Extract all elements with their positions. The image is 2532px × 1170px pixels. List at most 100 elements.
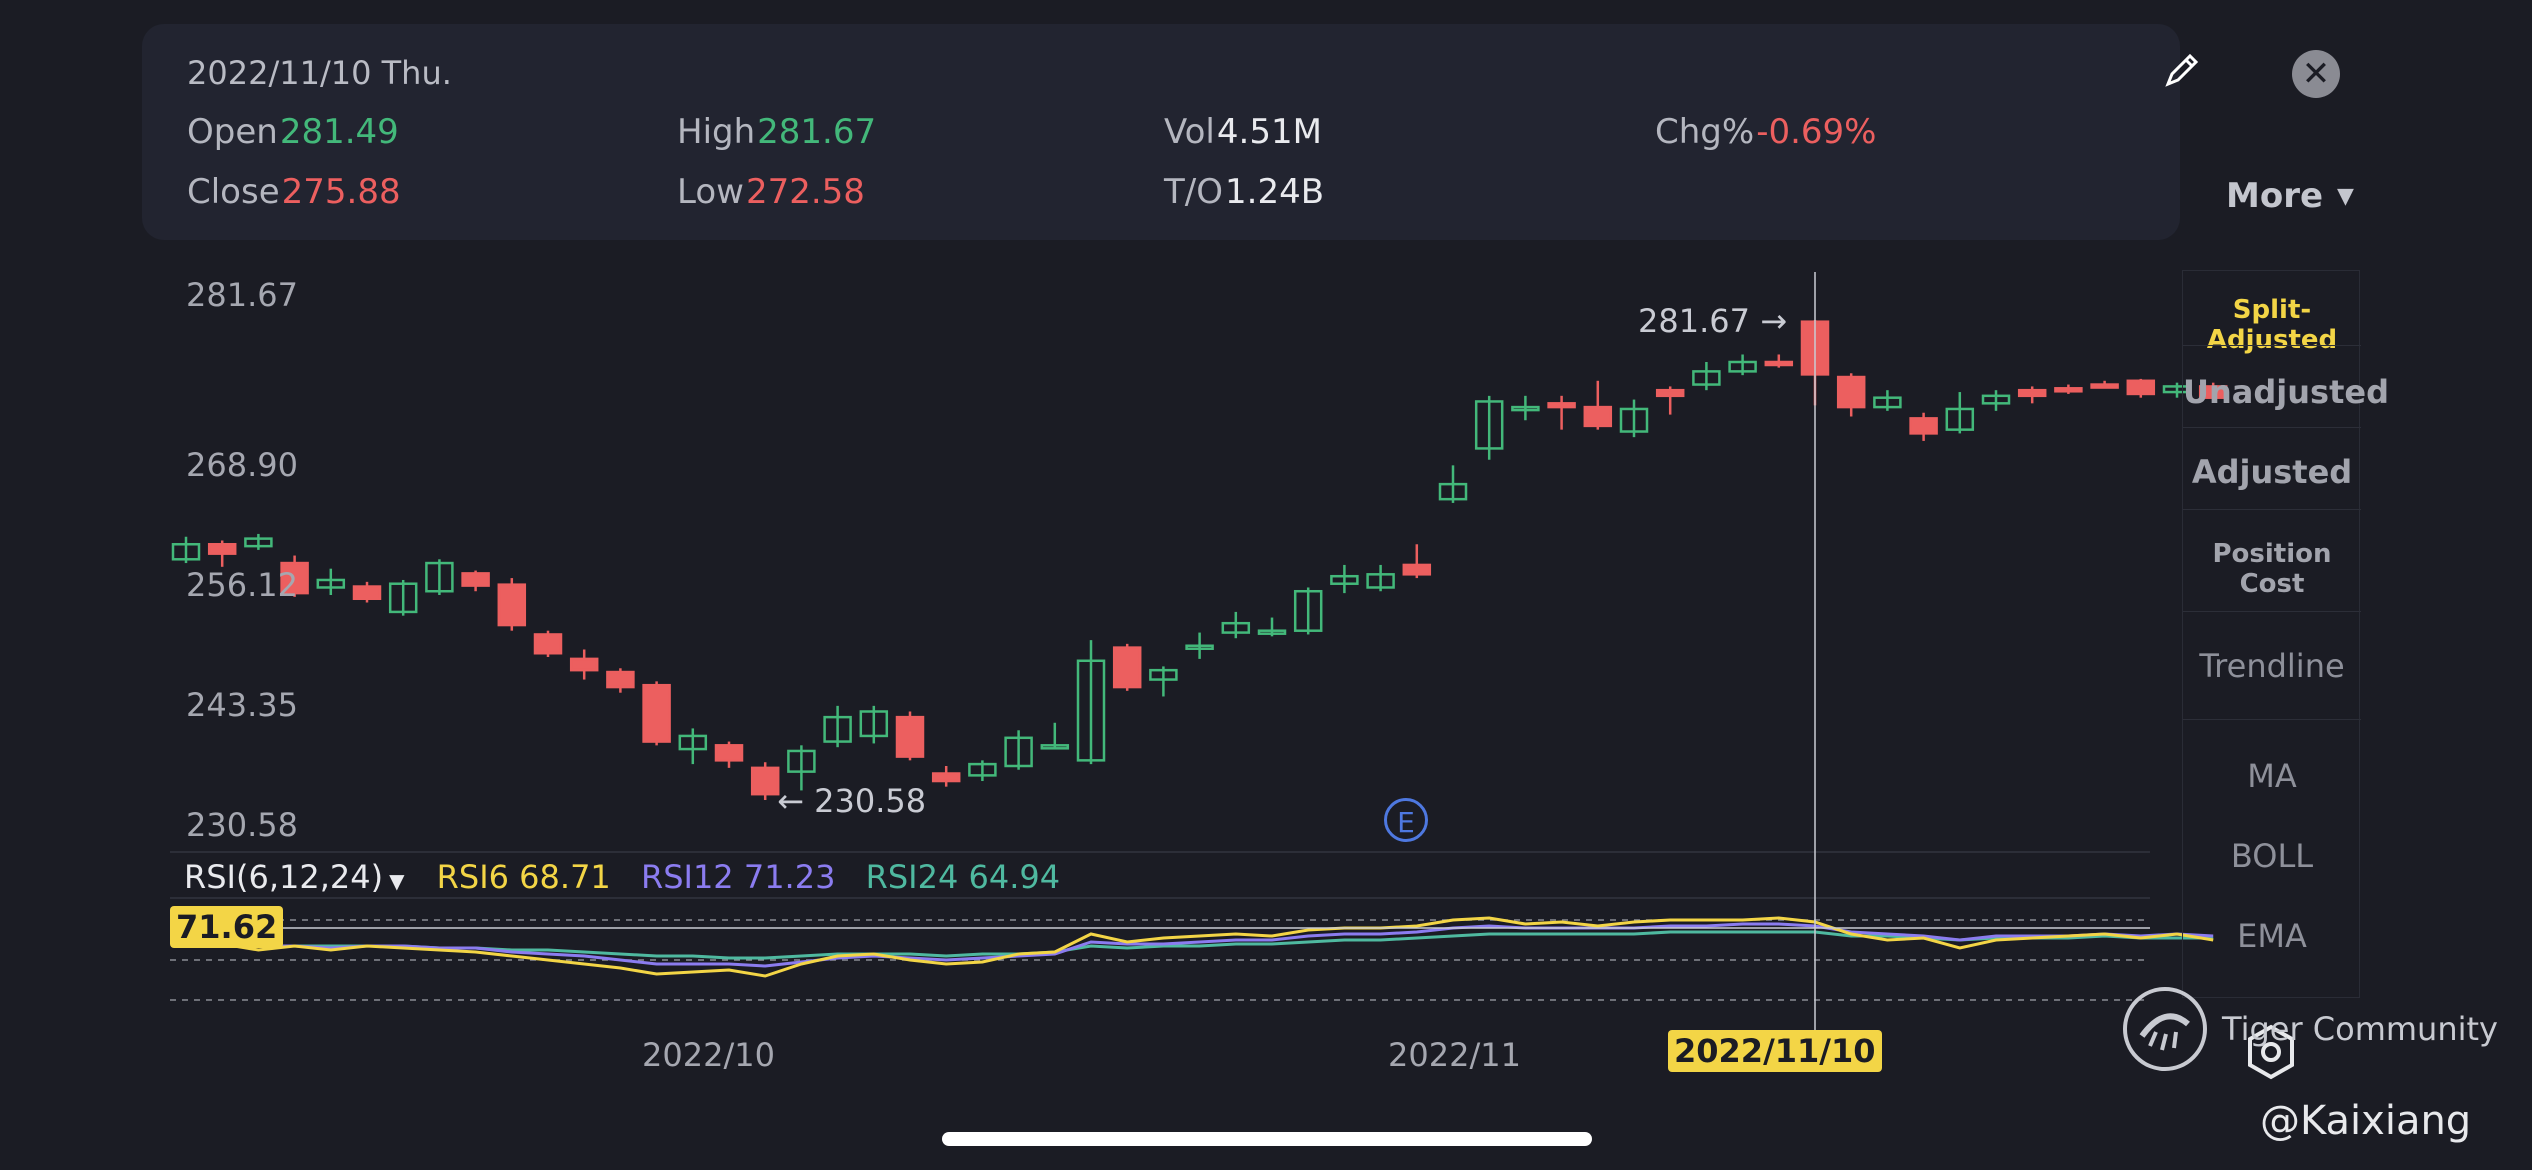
candle-body bbox=[1330, 574, 1359, 585]
low-price-annotation: ← 230.58 bbox=[777, 782, 926, 820]
hexagon-icon bbox=[2248, 1024, 2294, 1080]
candle-body bbox=[2198, 385, 2228, 399]
earnings-event-marker[interactable]: E bbox=[1384, 798, 1428, 842]
open-field: Open281.49 bbox=[187, 112, 399, 152]
rsi-indicator-label: RSI(6,12,24) bbox=[184, 858, 384, 896]
candle-body bbox=[1293, 589, 1323, 632]
candle-body bbox=[569, 657, 599, 672]
high-label: High bbox=[677, 112, 756, 152]
candle-body bbox=[1474, 400, 1504, 450]
ma-option[interactable]: MA bbox=[2247, 757, 2297, 795]
candle-body bbox=[1004, 736, 1033, 768]
trendline-option[interactable]: Trendline bbox=[2199, 647, 2345, 685]
close-value: 275.88 bbox=[281, 172, 401, 212]
low-value: 272.58 bbox=[745, 172, 865, 212]
candle-body bbox=[1836, 375, 1866, 409]
candle-body bbox=[2017, 388, 2047, 398]
candle-body bbox=[2162, 385, 2192, 394]
ema-option[interactable]: EMA bbox=[2237, 917, 2307, 955]
candle-body bbox=[171, 543, 201, 561]
candle-body bbox=[1185, 644, 1214, 650]
candle-body bbox=[1619, 407, 1649, 433]
price-tick-label: 230.58 bbox=[186, 806, 298, 844]
candle-body bbox=[1257, 629, 1287, 635]
author-handle: @Kaixiang bbox=[2260, 1098, 2472, 1144]
boll-option[interactable]: BOLL bbox=[2230, 837, 2314, 875]
rsi-legend[interactable]: RSI(6,12,24) ▼ RSI6 68.71 RSI12 71.23 RSI… bbox=[184, 858, 1080, 896]
rsi-current-badge: 71.62 bbox=[170, 906, 284, 948]
candle-body bbox=[533, 633, 563, 655]
candle-body bbox=[787, 749, 816, 773]
more-dropdown[interactable]: More ▼ bbox=[2226, 176, 2354, 216]
tiger-logo-icon bbox=[2123, 987, 2207, 1071]
low-label: Low bbox=[677, 172, 744, 212]
candle-body bbox=[352, 585, 382, 601]
vol-field: Vol4.51M bbox=[1164, 112, 1322, 152]
rsi6-value: RSI6 68.71 bbox=[436, 858, 611, 896]
candle-body bbox=[895, 715, 925, 758]
vol-value: 4.51M bbox=[1216, 112, 1322, 152]
candle-body bbox=[1366, 573, 1395, 589]
candle-body bbox=[1692, 370, 1721, 386]
community-watermark: Tiger Community bbox=[2222, 1010, 2498, 1048]
candle-body bbox=[1583, 405, 1613, 428]
caret-down-icon: ▼ bbox=[389, 869, 405, 893]
candle-body bbox=[2054, 387, 2083, 393]
rsi-line-rsi6 bbox=[185, 916, 2214, 978]
turnover-value: 1.24B bbox=[1225, 172, 1325, 212]
candle-body bbox=[1076, 659, 1106, 762]
divider bbox=[2183, 719, 2361, 720]
high-field: High281.67 bbox=[677, 112, 876, 152]
pencil-icon[interactable] bbox=[2160, 48, 2204, 92]
more-label: More bbox=[2226, 176, 2324, 216]
candle-body bbox=[750, 766, 780, 796]
vol-label: Vol bbox=[1164, 112, 1215, 152]
home-indicator[interactable] bbox=[942, 1132, 1592, 1146]
info-date: 2022/11/10 Thu. bbox=[187, 54, 452, 92]
price-tick-label: 243.35 bbox=[186, 686, 298, 724]
low-field: Low272.58 bbox=[677, 172, 865, 212]
divider bbox=[2183, 345, 2361, 346]
position-cost-option[interactable]: Position Cost bbox=[2212, 539, 2332, 599]
candle-body bbox=[1909, 417, 1938, 435]
price-tick-label: 268.90 bbox=[186, 446, 298, 484]
chg-value: -0.69% bbox=[1756, 112, 1877, 152]
split-adjusted-option[interactable]: Split-Adjusted bbox=[2206, 295, 2338, 355]
candle-body bbox=[1511, 405, 1540, 412]
candle-body bbox=[606, 670, 635, 689]
candle-body bbox=[207, 543, 237, 555]
divider bbox=[2183, 611, 2361, 612]
candle-body bbox=[931, 772, 961, 783]
candle-body bbox=[1040, 744, 1070, 750]
candle-body bbox=[1547, 402, 1576, 409]
ohlc-info-panel: 2022/11/10 Thu. Open281.49 High281.67 Vo… bbox=[142, 24, 2180, 240]
rsi-line-rsi12 bbox=[185, 922, 2214, 968]
candle-body bbox=[1112, 646, 1142, 689]
chevron-down-icon: ▼ bbox=[2337, 184, 2354, 209]
candle-body bbox=[1438, 482, 1468, 501]
candle-body bbox=[425, 561, 454, 593]
divider bbox=[2183, 427, 2361, 428]
rsi-line-rsi24 bbox=[186, 930, 2214, 960]
candle-body bbox=[678, 734, 708, 751]
close-field: Close275.88 bbox=[187, 172, 401, 212]
turnover-label: T/O bbox=[1164, 172, 1223, 212]
unadjusted-option[interactable]: Unadjusted bbox=[2183, 373, 2389, 411]
candle-body bbox=[1981, 394, 2011, 405]
candle-body bbox=[714, 744, 744, 762]
close-label: Close bbox=[187, 172, 280, 212]
candle-body bbox=[1945, 407, 1975, 431]
candle-body bbox=[2126, 379, 2156, 396]
rsi24-value: RSI24 64.94 bbox=[865, 858, 1061, 896]
candle-body bbox=[2090, 383, 2119, 389]
chg-field: Chg%-0.69% bbox=[1655, 112, 1876, 152]
candle-body bbox=[1221, 621, 1251, 634]
adjusted-option[interactable]: Adjusted bbox=[2191, 453, 2353, 491]
rsi12-value: RSI12 71.23 bbox=[640, 858, 836, 896]
open-value: 281.49 bbox=[279, 112, 399, 152]
close-button[interactable]: ✕ bbox=[2292, 50, 2340, 98]
candle-body bbox=[968, 762, 997, 777]
price-tick-label: 281.67 bbox=[186, 276, 298, 314]
candle-body bbox=[823, 715, 852, 743]
